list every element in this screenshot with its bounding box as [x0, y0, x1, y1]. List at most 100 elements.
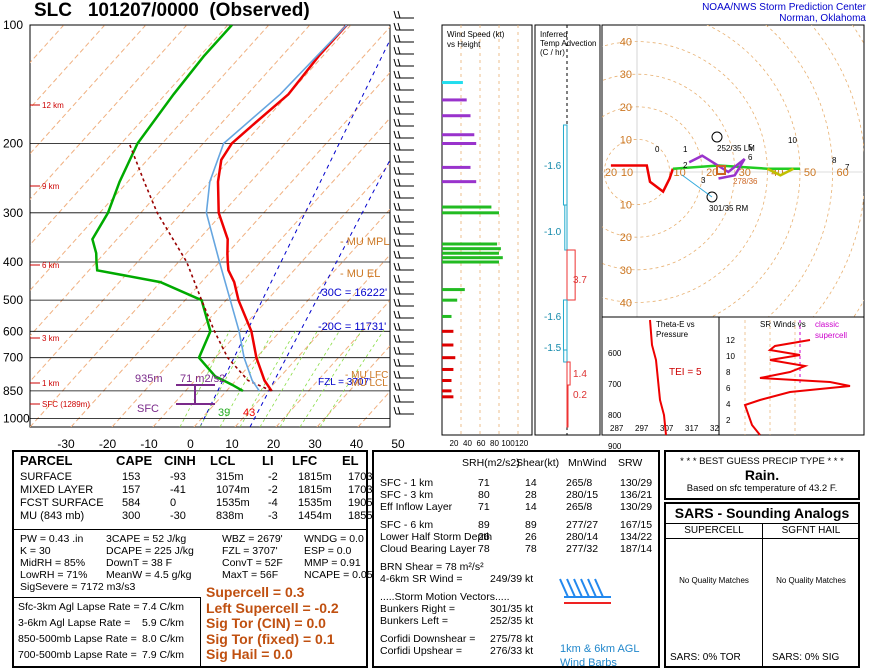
parcel-cell: -93	[170, 471, 186, 483]
theta-e-ytick: 700	[608, 380, 622, 389]
precip-type: Rain.	[744, 467, 780, 483]
moist-adiabat	[259, 329, 319, 427]
kinematics-srw: 134/22	[620, 531, 653, 543]
wind-speed-bar	[442, 356, 456, 360]
parcel-cell: 0	[170, 497, 177, 509]
corfidi-downshear-label: Corfidi Downshear =	[380, 633, 476, 645]
hodograph-axis-label: 20	[605, 167, 617, 179]
kinematics-srh: 78	[478, 543, 490, 555]
wind-speed-frame	[441, 24, 533, 436]
wind-barb-flag	[397, 190, 401, 199]
isotherm	[30, 25, 270, 292]
wind-barb-flag	[393, 178, 397, 187]
temp-advection-bar	[564, 204, 568, 251]
moist-adiabat	[239, 329, 297, 427]
index-wndg: WNDG = 0.0	[304, 533, 364, 545]
kinematics-layer: SFC - 1 km	[380, 477, 434, 489]
wind-barb-flag	[393, 46, 397, 55]
mixing-ratio-line	[249, 159, 390, 427]
wind-barb-flag	[393, 142, 397, 151]
classic-supercell-label-1: classic	[815, 320, 839, 329]
moist-adiabat	[319, 329, 385, 427]
wind-barb-flag	[397, 106, 401, 115]
wind-barb-flag	[393, 334, 397, 343]
theta-e-ytick: 600	[608, 349, 622, 358]
lapse-rate-value: 7.9 C/km	[142, 649, 185, 661]
parcel-col-header: EL	[342, 453, 359, 468]
sr-winds-panel: SR Winds vs classic supercell 2 4 6 8 10 12	[718, 316, 865, 436]
wind-barb-flag	[393, 70, 397, 79]
wind-barb-flag	[397, 370, 401, 379]
wind-barb-flag	[397, 322, 401, 331]
wind-barb-flag	[397, 58, 401, 67]
isotherm	[70, 71, 390, 427]
theta-e-xtick: 287	[610, 424, 624, 433]
wind-speed-bar	[442, 288, 465, 292]
wind-barb-flag	[393, 322, 397, 331]
kinematics-col-header: SRH(m2/s2)	[462, 457, 520, 469]
skewt-trace	[205, 25, 348, 392]
kinematics-layer: SFC - 6 km	[380, 519, 434, 531]
minus20c-label: -20C = 11731'	[318, 321, 386, 333]
parcel-cell: -4	[268, 497, 278, 509]
hodograph-ring-label: 20	[620, 232, 632, 244]
kinematics-srh: 71	[478, 501, 490, 513]
wind-speed-bar	[442, 114, 471, 118]
pressure-tick-label: 700	[3, 351, 23, 365]
skewt-plot-area	[30, 25, 390, 427]
composite-index: Sig Hail = 0.0	[206, 646, 293, 662]
temp-advection-value: -1.6	[544, 312, 562, 323]
precip-panel: * * * BEST GUESS PRECIP TYPE * * * Rain.…	[664, 450, 860, 500]
parcel-col-header: CAPE	[116, 453, 153, 468]
sounding-graphics: 12 km 9 km 6 km 3 km 1 km SFC (1289m) - MU MPL…	[3, 10, 865, 450]
wind-barb-flag	[393, 250, 397, 259]
wind-barb-flag	[397, 226, 401, 235]
bunkers-left-marker	[711, 131, 723, 143]
wind-barb-flag	[393, 406, 397, 415]
wind-barb-flag	[393, 202, 397, 211]
hodograph-trace	[688, 154, 746, 180]
isotherm	[275, 299, 390, 427]
temp-advection-title-3: (C / hr)	[540, 48, 565, 57]
parcel-cell: 300	[122, 510, 141, 522]
kinematics-srh: 89	[478, 519, 490, 531]
agl-wind-barb-flag	[587, 578, 597, 598]
mu-lfc-label: - MU LFC	[345, 370, 388, 381]
theta-e-xtick: 317	[685, 424, 699, 433]
index-wbz: WBZ = 2679'	[222, 533, 283, 545]
wind-barb-flag	[393, 106, 397, 115]
temp-tick-label: -20	[99, 437, 117, 450]
wind-speed-bar	[442, 395, 454, 399]
hodograph-trace	[766, 167, 795, 177]
wind-speed-bar	[442, 180, 477, 184]
temp-advection-bar	[566, 361, 571, 386]
kinematics-col-header: Shear(kt)	[516, 457, 560, 469]
kinematics-mean-wind: 277/27	[566, 519, 599, 531]
parcel-col-header: PARCEL	[20, 453, 73, 468]
wind-barb-flag	[397, 394, 401, 403]
wind-barb-flag	[393, 10, 397, 19]
agency-credit: NOAA/NWS Storm Prediction Center Norman,…	[702, 2, 866, 24]
wind-speed-tick: 80	[490, 439, 499, 448]
parcel-cell: 315m	[216, 471, 244, 483]
wind-speed-bar	[442, 298, 458, 302]
wind-barb-flag	[397, 178, 401, 187]
wind-speed-title: Wind Speed (kt)	[447, 30, 505, 39]
sars-hail-matches: No Quality Matches	[776, 576, 846, 585]
parcel-cell: -3	[268, 510, 278, 522]
wind-speed-bar	[442, 211, 499, 215]
sr-winds-title: SR Winds vs	[760, 320, 806, 329]
wind-barb-flag	[397, 130, 401, 139]
mu-mpl-label: - MU MPL	[340, 236, 390, 248]
wind-barb-flag	[397, 46, 401, 55]
wind-barbs-caption-1: 1km & 6km AGL	[560, 643, 640, 655]
wind-barb-flag	[397, 334, 401, 343]
wind-barb-flag	[397, 70, 401, 79]
temp-advection-title-1: Inferred	[540, 30, 568, 39]
parcel-cell: 584	[122, 497, 141, 509]
sr-winds-ytick: 8	[726, 368, 731, 377]
sr-winds-ytick: 10	[726, 352, 735, 361]
hodograph-panel: 1010202030304040505060607070201010203040…	[601, 24, 865, 318]
wind-barb-flag	[397, 250, 401, 259]
